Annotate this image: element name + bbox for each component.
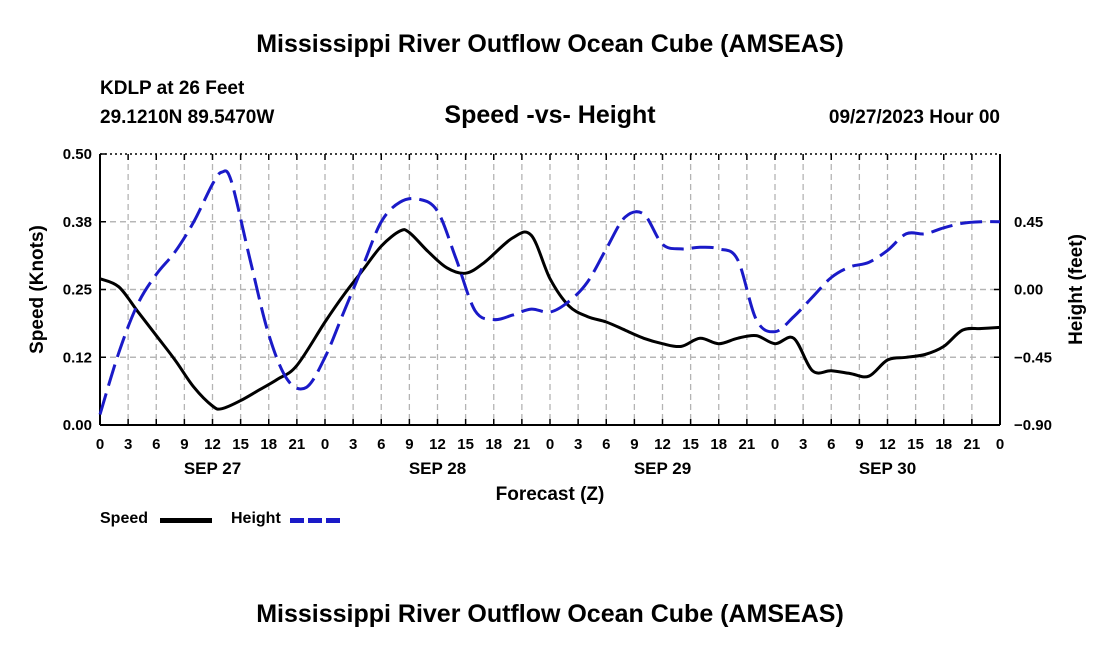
x-tick-label: 9 (405, 436, 413, 453)
height-series-line (98, 169, 1001, 415)
station-label: KDLP at 26 Feet (100, 78, 245, 99)
y2-tick-label: −0.90 (1014, 417, 1052, 434)
x-tick-label: 21 (514, 436, 531, 453)
y2-tick-label: 0.00 (1014, 282, 1043, 299)
x-tick-label: 9 (855, 436, 863, 453)
x-tick-label: 6 (827, 436, 835, 453)
x-tick-label: 15 (682, 436, 699, 453)
y-axis-title: Speed (Knots) (27, 225, 48, 354)
x-tick-label: 0 (96, 436, 104, 453)
x-tick-label: 3 (574, 436, 582, 453)
legend-height-label: Height (231, 510, 281, 527)
speed-series-line (99, 228, 1001, 411)
x-tick-label: 15 (232, 436, 249, 453)
x-tick-label: 18 (260, 436, 277, 453)
day-label: SEP 29 (634, 459, 691, 478)
x-tick-label: 3 (124, 436, 132, 453)
x-tick-label: 18 (935, 436, 952, 453)
x-tick-label: 21 (739, 436, 756, 453)
x-tick-label: 6 (602, 436, 610, 453)
y-tick-label: 0.38 (63, 214, 92, 231)
day-label: SEP 28 (409, 459, 466, 478)
x-tick-label: 21 (289, 436, 306, 453)
day-label: SEP 27 (184, 459, 241, 478)
x-tick-label: 12 (654, 436, 671, 453)
legend-height-swatch (290, 518, 342, 523)
x-tick-label: 12 (429, 436, 446, 453)
day-label: SEP 30 (859, 459, 916, 478)
y2-axis-title: Height (feet) (1066, 234, 1087, 345)
x-tick-label: 12 (204, 436, 221, 453)
chart-title: Speed -vs- Height (444, 101, 656, 129)
y-tick-label: 0.50 (63, 146, 92, 163)
x-tick-label: 6 (377, 436, 385, 453)
y2-tick-label: 0.45 (1014, 214, 1043, 231)
y2-tick-label: −0.45 (1014, 349, 1052, 366)
page-title: Mississippi River Outflow Ocean Cube (AM… (256, 30, 844, 58)
x-tick-label: 9 (630, 436, 638, 453)
datetime-label: 09/27/2023 Hour 00 (828, 107, 1000, 128)
x-tick-label: 21 (964, 436, 981, 453)
y-tick-label: 0.25 (63, 282, 92, 299)
legend-speed-label: Speed (100, 510, 149, 527)
x-tick-label: 0 (321, 436, 329, 453)
x-tick-label: 0 (771, 436, 779, 453)
x-tick-label: 15 (907, 436, 924, 453)
x-tick-label: 3 (799, 436, 807, 453)
y-tick-label: 0.00 (63, 417, 92, 434)
x-tick-label: 18 (710, 436, 727, 453)
x-tick-label: 0 (996, 436, 1004, 453)
x-tick-label: 6 (152, 436, 160, 453)
legend-speed-swatch (160, 518, 212, 523)
x-axis-title: Forecast (Z) (496, 484, 605, 505)
y-tick-label: 0.12 (63, 349, 92, 366)
x-tick-label: 15 (457, 436, 474, 453)
location-label: 29.1210N 89.5470W (100, 107, 275, 128)
x-tick-label: 18 (485, 436, 502, 453)
footer-title: Mississippi River Outflow Ocean Cube (AM… (256, 600, 844, 628)
x-tick-label: 0 (546, 436, 554, 453)
x-tick-label: 9 (180, 436, 188, 453)
x-tick-label: 3 (349, 436, 357, 453)
x-tick-label: 12 (879, 436, 896, 453)
